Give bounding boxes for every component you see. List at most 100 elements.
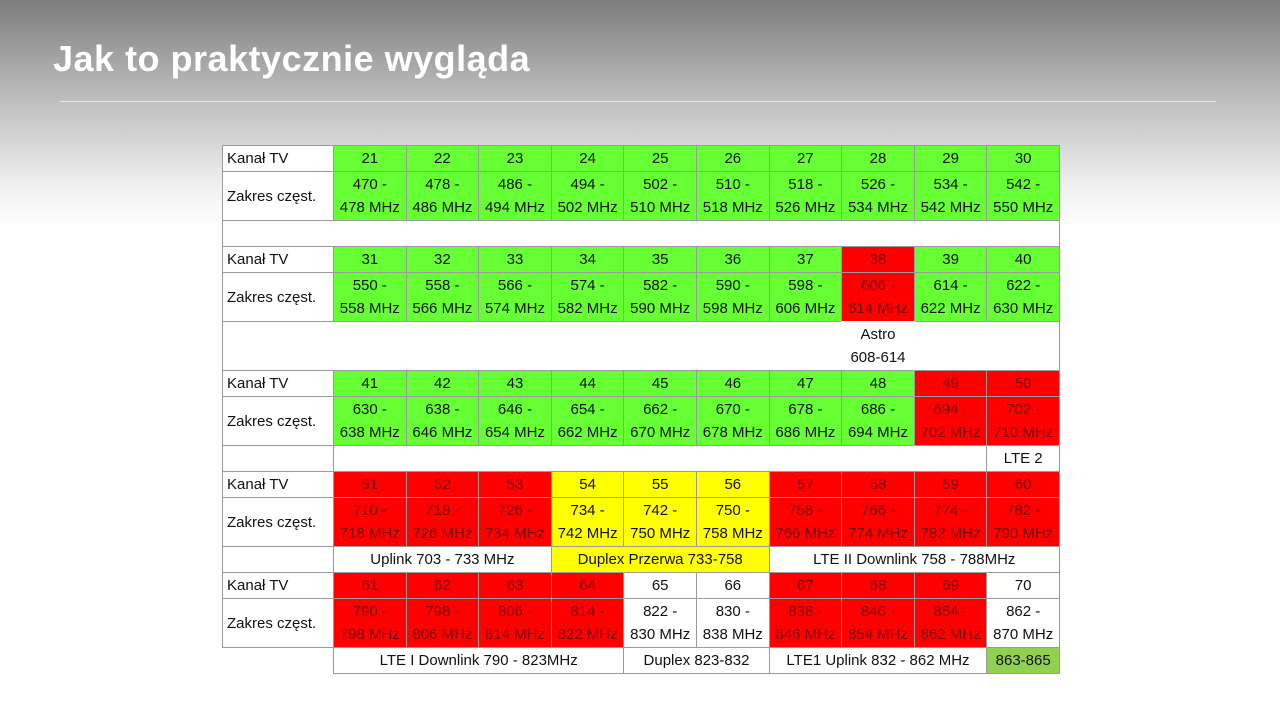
row-label: Kanał TV <box>222 572 334 599</box>
channel-cell: 41 <box>333 370 407 397</box>
range-from: 630 - <box>352 401 387 418</box>
range-from: 598 - <box>788 277 823 294</box>
channel-cell: 27 <box>768 145 843 172</box>
channel-number: 69 <box>942 577 959 594</box>
range-to: 862 MHz <box>920 626 981 643</box>
channel-number: 22 <box>434 150 451 167</box>
channel-number: 56 <box>724 476 742 493</box>
range-from: 846 - <box>860 603 896 620</box>
range-to: 678 MHz <box>702 424 763 441</box>
range-cell: 846 - 854 MHz <box>841 598 915 648</box>
range-from: 670 - <box>715 401 750 418</box>
row-label-text: Kanał TV <box>227 577 289 594</box>
range-cell: 470 - 478 MHz <box>333 171 407 221</box>
range-to: 534 MHz <box>847 199 908 216</box>
channel-number: 59 <box>942 476 959 493</box>
channel-number: 34 <box>579 251 596 268</box>
channel-number: 44 <box>579 375 596 392</box>
range-to: 654 MHz <box>484 424 545 441</box>
range-from: 510 - <box>715 176 750 193</box>
range-from: 494 - <box>570 176 605 193</box>
range-cell: 638 - 646 MHz <box>405 396 480 446</box>
range-cell: 678 - 686 MHz <box>768 396 843 446</box>
range-cell: 566 - 574 MHz <box>478 272 552 322</box>
range-cell: 854 - 862 MHz <box>913 598 988 648</box>
range-from: 854 - <box>933 603 968 620</box>
range-from: 862 - <box>1006 603 1041 620</box>
slide-title: Jak to praktycznie wygląda <box>53 38 531 79</box>
channel-cell: 39 <box>913 246 988 273</box>
range-from: 566 - <box>497 277 533 294</box>
range-cell: 614 - 622 MHz <box>913 272 988 322</box>
channel-cell: 67 <box>768 572 843 599</box>
range-from: 654 - <box>570 401 605 418</box>
range-from: 822 - <box>643 603 678 620</box>
range-from: 662 - <box>643 401 678 418</box>
range-to: 806 MHz <box>412 626 473 643</box>
channel-number: 32 <box>434 251 451 268</box>
row-label-text: Kanał TV <box>227 150 289 167</box>
range-to: 606 MHz <box>775 300 836 317</box>
range-from: 678 - <box>788 401 823 418</box>
range-to: 742 MHz <box>557 525 618 542</box>
range-cell: 662 - 670 MHz <box>623 396 697 446</box>
range-from: 574 - <box>570 277 605 294</box>
channel-cell: 28 <box>841 145 915 172</box>
range-to: 766 MHz <box>775 525 836 542</box>
range-to: 718 MHz <box>339 525 400 542</box>
range-cell: 782 - 790 MHz <box>986 497 1060 547</box>
range-cell: 654 - 662 MHz <box>550 396 625 446</box>
range-cell: 646 - 654 MHz <box>478 396 552 446</box>
range-to: 822 MHz <box>557 626 618 643</box>
note-text: LTE II Downlink 758 - 788MHz <box>813 551 1016 568</box>
range-from: 726 - <box>497 502 533 519</box>
range-to: 630 MHz <box>993 300 1054 317</box>
channel-number: 62 <box>434 577 451 594</box>
range-from: 518 - <box>788 176 823 193</box>
spacer-row <box>333 445 1060 472</box>
row-label: Zakres częst. <box>222 598 334 648</box>
range-cell: 806 - 814 MHz <box>478 598 552 648</box>
range-to: 590 MHz <box>630 300 691 317</box>
range-to: 598 MHz <box>702 300 763 317</box>
range-cell: 630 - 638 MHz <box>333 396 407 446</box>
range-cell: 494 - 502 MHz <box>550 171 625 221</box>
row-label-text: Zakres częst. <box>227 288 317 306</box>
range-cell: 766 - 774 MHz <box>841 497 915 547</box>
note-text: LTE I Downlink 790 - 823MHz <box>379 652 578 669</box>
note-cell: 863-865 <box>986 647 1060 674</box>
range-cell: 694 - 702 MHz <box>913 396 988 446</box>
channel-cell: 40 <box>986 246 1060 273</box>
range-cell: 686 - 694 MHz <box>841 396 915 446</box>
range-from: 646 - <box>497 401 533 418</box>
channel-cell: 60 <box>986 471 1060 498</box>
channel-cell: 43 <box>478 370 552 397</box>
range-from: 838 - <box>788 603 823 620</box>
channel-number: 35 <box>651 251 669 268</box>
range-to: 726 MHz <box>412 525 473 542</box>
channel-number: 47 <box>797 375 814 392</box>
range-to: 798 MHz <box>339 626 400 643</box>
channel-cell: 32 <box>405 246 480 273</box>
note-text: 608-614 <box>850 349 906 366</box>
range-cell: 790 - 798 MHz <box>333 598 407 648</box>
range-from: 782 - <box>1006 502 1041 519</box>
range-cell: 590 - 598 MHz <box>696 272 770 322</box>
channel-number: 43 <box>506 375 524 392</box>
channel-number: 38 <box>869 251 887 268</box>
range-cell: 838 - 846 MHz <box>768 598 843 648</box>
range-to: 574 MHz <box>484 300 545 317</box>
note-text: LTE 2 <box>1003 450 1043 467</box>
range-from: 622 - <box>1006 277 1041 294</box>
range-to: 638 MHz <box>339 424 400 441</box>
note-cell: Duplex 823-832 <box>623 647 770 674</box>
range-to: 734 MHz <box>484 525 545 542</box>
range-cell: 726 - 734 MHz <box>478 497 552 547</box>
range-from: 750 - <box>715 502 750 519</box>
range-to: 670 MHz <box>630 424 691 441</box>
note-text: 863-865 <box>995 652 1051 669</box>
channel-number: 25 <box>651 150 669 167</box>
range-cell: 526 - 534 MHz <box>841 171 915 221</box>
range-from: 590 - <box>715 277 750 294</box>
channel-cell: 56 <box>696 471 770 498</box>
